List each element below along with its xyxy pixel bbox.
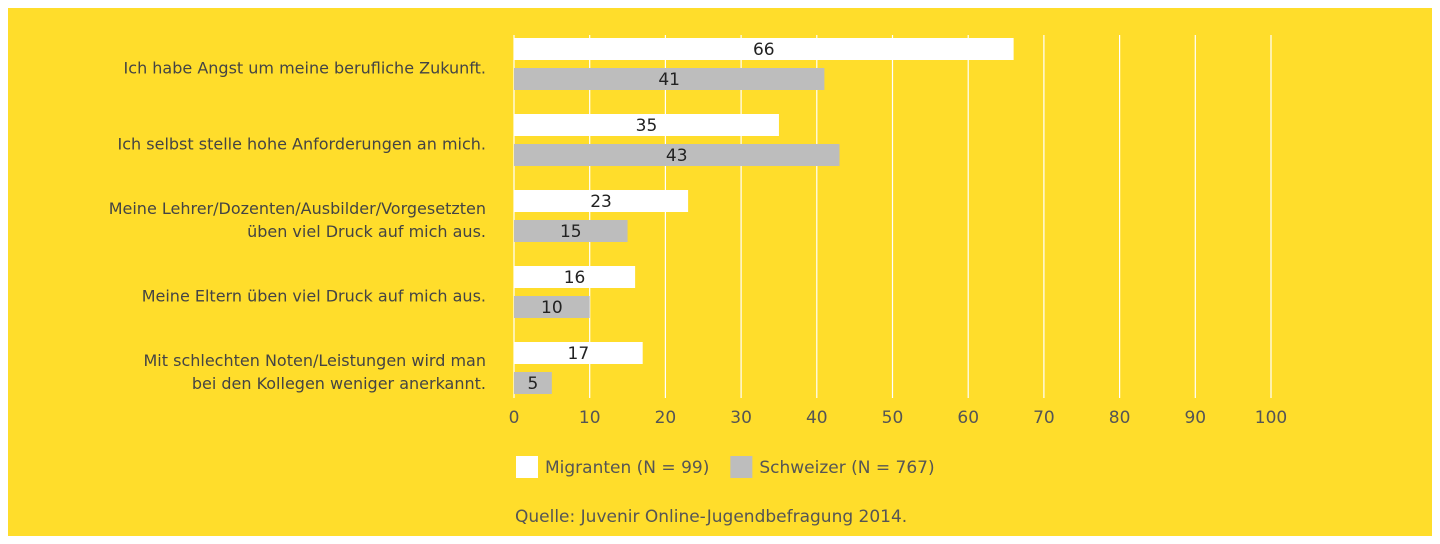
value-label: 5	[528, 374, 539, 394]
bar	[514, 220, 628, 242]
legend-label: Schweizer (N = 767)	[759, 458, 934, 478]
legend-label: Migranten (N = 99)	[545, 458, 709, 478]
legend-swatch	[730, 456, 753, 478]
category-label: Meine Eltern üben viel Druck auf mich au…	[141, 286, 486, 306]
value-label: 35	[636, 116, 658, 136]
bar	[514, 114, 779, 136]
background	[8, 8, 1432, 536]
category-label: Ich habe Angst um meine berufliche Zukun…	[123, 58, 486, 78]
value-label: 16	[564, 268, 586, 288]
bar	[514, 372, 552, 394]
bar	[514, 38, 1014, 60]
bar	[514, 342, 643, 364]
x-tick-label: 10	[579, 408, 601, 428]
value-label: 23	[590, 192, 612, 212]
bar	[514, 266, 636, 288]
value-label: 43	[666, 146, 688, 166]
x-tick-label: 80	[1109, 408, 1131, 428]
value-label: 66	[753, 40, 775, 60]
x-tick-label: 60	[957, 408, 979, 428]
x-tick-label: 30	[730, 408, 752, 428]
bar	[514, 68, 825, 90]
value-label: 10	[541, 298, 563, 318]
value-label: 15	[560, 222, 582, 242]
x-tick-label: 40	[806, 408, 828, 428]
value-label: 17	[568, 344, 590, 364]
category-label: Mit schlechten Noten/Leistungen wird man…	[143, 351, 487, 393]
x-tick-label: 50	[882, 408, 904, 428]
x-tick-label: 0	[509, 408, 520, 428]
bar	[514, 190, 689, 212]
x-tick-label: 100	[1255, 408, 1287, 428]
category-label: Ich selbst stelle hohe Anforderungen an …	[117, 134, 486, 154]
x-tick-label: 70	[1033, 408, 1055, 428]
category-label: Meine Lehrer/Dozenten/Ausbilder/Vorgeset…	[108, 199, 486, 241]
legend-swatch	[516, 456, 538, 478]
bar	[514, 144, 840, 166]
x-tick-label: 90	[1184, 408, 1206, 428]
bar	[514, 296, 590, 318]
value-label: 41	[658, 70, 680, 90]
x-tick-label: 20	[655, 408, 677, 428]
source: Quelle: Juvenir Online-Jugendbefragung 2…	[515, 507, 907, 527]
